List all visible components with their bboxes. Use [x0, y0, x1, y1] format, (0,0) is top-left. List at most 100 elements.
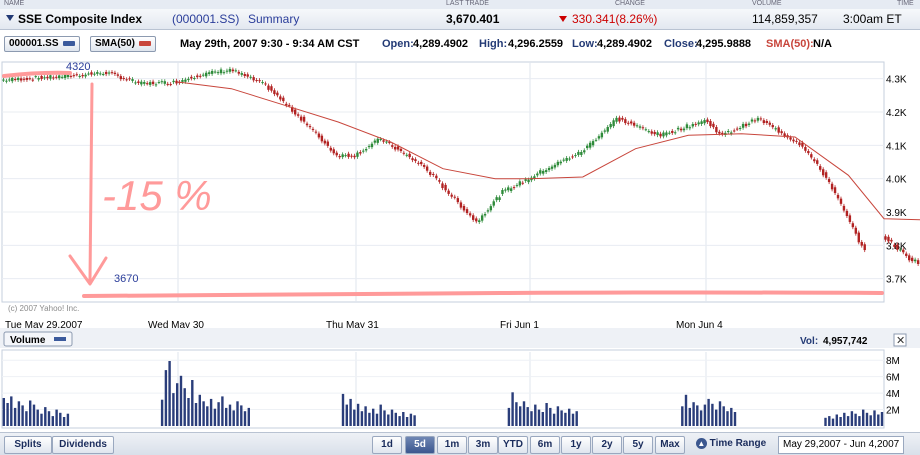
candle-body [447, 191, 449, 194]
range-tab-1y[interactable]: 1y [561, 436, 591, 454]
splits-button[interactable]: Splits [4, 436, 52, 454]
candle-body [840, 199, 842, 204]
candle-body [911, 258, 913, 261]
collapse-icon[interactable] [6, 15, 14, 21]
candle-body [23, 79, 25, 80]
candle-body [542, 171, 544, 174]
volume-bar [560, 410, 562, 426]
dividends-button[interactable]: Dividends [52, 436, 114, 454]
volume-bar [734, 412, 736, 426]
range-tab-6m[interactable]: 6m [530, 436, 560, 454]
volume-bar [37, 410, 39, 426]
candle-body [825, 172, 827, 178]
candle-body [125, 79, 127, 80]
volume-bar [195, 403, 197, 426]
candle-body [586, 146, 588, 148]
volume-bar [545, 403, 547, 426]
time-range-toggle[interactable]: ▲ Time Range [688, 436, 774, 452]
candle-body [273, 90, 275, 94]
high-value: 4,296.2559 [508, 38, 563, 50]
range-tab-2y[interactable]: 2y [592, 436, 622, 454]
candle-body [516, 185, 518, 186]
candle-body [350, 156, 352, 157]
volume-bar [511, 392, 513, 426]
volume-button[interactable]: Volume [4, 332, 72, 346]
volume-bar [191, 380, 193, 426]
y-tick-label: 4.3K [886, 75, 907, 86]
candle-body [84, 75, 86, 77]
change-value: 330.341(8.26%) [572, 9, 657, 29]
candle-body [190, 77, 192, 79]
candle-body [493, 201, 495, 205]
candle-body [137, 81, 139, 82]
volume-bar [342, 394, 344, 426]
candle-body [379, 139, 381, 140]
candle-body [353, 156, 355, 157]
candle-body [303, 117, 305, 122]
volume-bar [387, 415, 389, 427]
candle-body [70, 76, 72, 77]
last-trade-value: 3,670.401 [446, 9, 499, 29]
range-tab-1m[interactable]: 1m [437, 436, 467, 454]
range-tab-max[interactable]: Max [655, 436, 685, 454]
range-tab-ytd[interactable]: YTD [498, 436, 528, 454]
candle-body [333, 149, 335, 153]
drop-percent-label: -15 % [102, 172, 212, 219]
swatch-icon [63, 41, 75, 46]
summary-link[interactable]: Summary [248, 9, 299, 29]
volume-bar [240, 405, 242, 426]
candle-body [336, 153, 338, 156]
candle-body [397, 146, 399, 149]
volume-bar [63, 417, 65, 426]
candle-body [347, 154, 349, 157]
symbol-button[interactable]: 000001.SS [4, 36, 80, 52]
sma-value: N/A [813, 38, 832, 50]
candle-body [653, 132, 655, 134]
volume-value: 114,859,357 [752, 9, 818, 29]
candle-body [813, 159, 815, 161]
candle-body [149, 82, 151, 85]
candle-body [315, 132, 317, 133]
candle-body [554, 165, 556, 168]
candle-body [896, 245, 898, 250]
range-tab-5d[interactable]: 5d [405, 436, 435, 454]
candle-body [828, 179, 830, 182]
volume-bar [180, 376, 182, 426]
candle-body [715, 127, 717, 132]
candle-body [318, 134, 320, 138]
candle-body [484, 214, 486, 216]
volume-bar [881, 412, 883, 426]
candle-body [423, 165, 425, 167]
range-tab-1d[interactable]: 1d [372, 436, 402, 454]
range-tab-3m[interactable]: 3m [468, 436, 498, 454]
date-range-field[interactable]: May 29,2007 - Jun 4,2007 [778, 436, 904, 454]
volume-bar [372, 409, 374, 426]
candle-body [81, 75, 83, 76]
range-tab-5y[interactable]: 5y [623, 436, 653, 454]
candle-body [642, 127, 644, 128]
candle-body [789, 137, 791, 139]
volume-bar [368, 413, 370, 426]
high-label: High: [479, 38, 507, 50]
candle-body [742, 124, 744, 128]
candle-body [226, 71, 228, 72]
candle-body [580, 152, 582, 155]
candle-body [598, 136, 600, 138]
candle-body [472, 215, 474, 220]
candle-body [61, 77, 63, 78]
candle-body [288, 105, 290, 106]
candle-body [733, 130, 735, 131]
candle-body [417, 163, 419, 164]
sma-button[interactable]: SMA(50) [90, 36, 156, 52]
volume-close-button[interactable]: ✕ [894, 334, 906, 347]
volume-swatch-icon [54, 337, 66, 341]
volume-bar [832, 419, 834, 426]
candle-body [651, 131, 653, 133]
volume-bar [873, 410, 875, 426]
candle-body [618, 118, 620, 122]
candle-body [745, 124, 747, 126]
candle-body [754, 120, 756, 121]
candle-body [887, 237, 889, 242]
ticker-symbol[interactable]: (000001.SS) [172, 9, 239, 29]
candle-body [181, 80, 183, 82]
